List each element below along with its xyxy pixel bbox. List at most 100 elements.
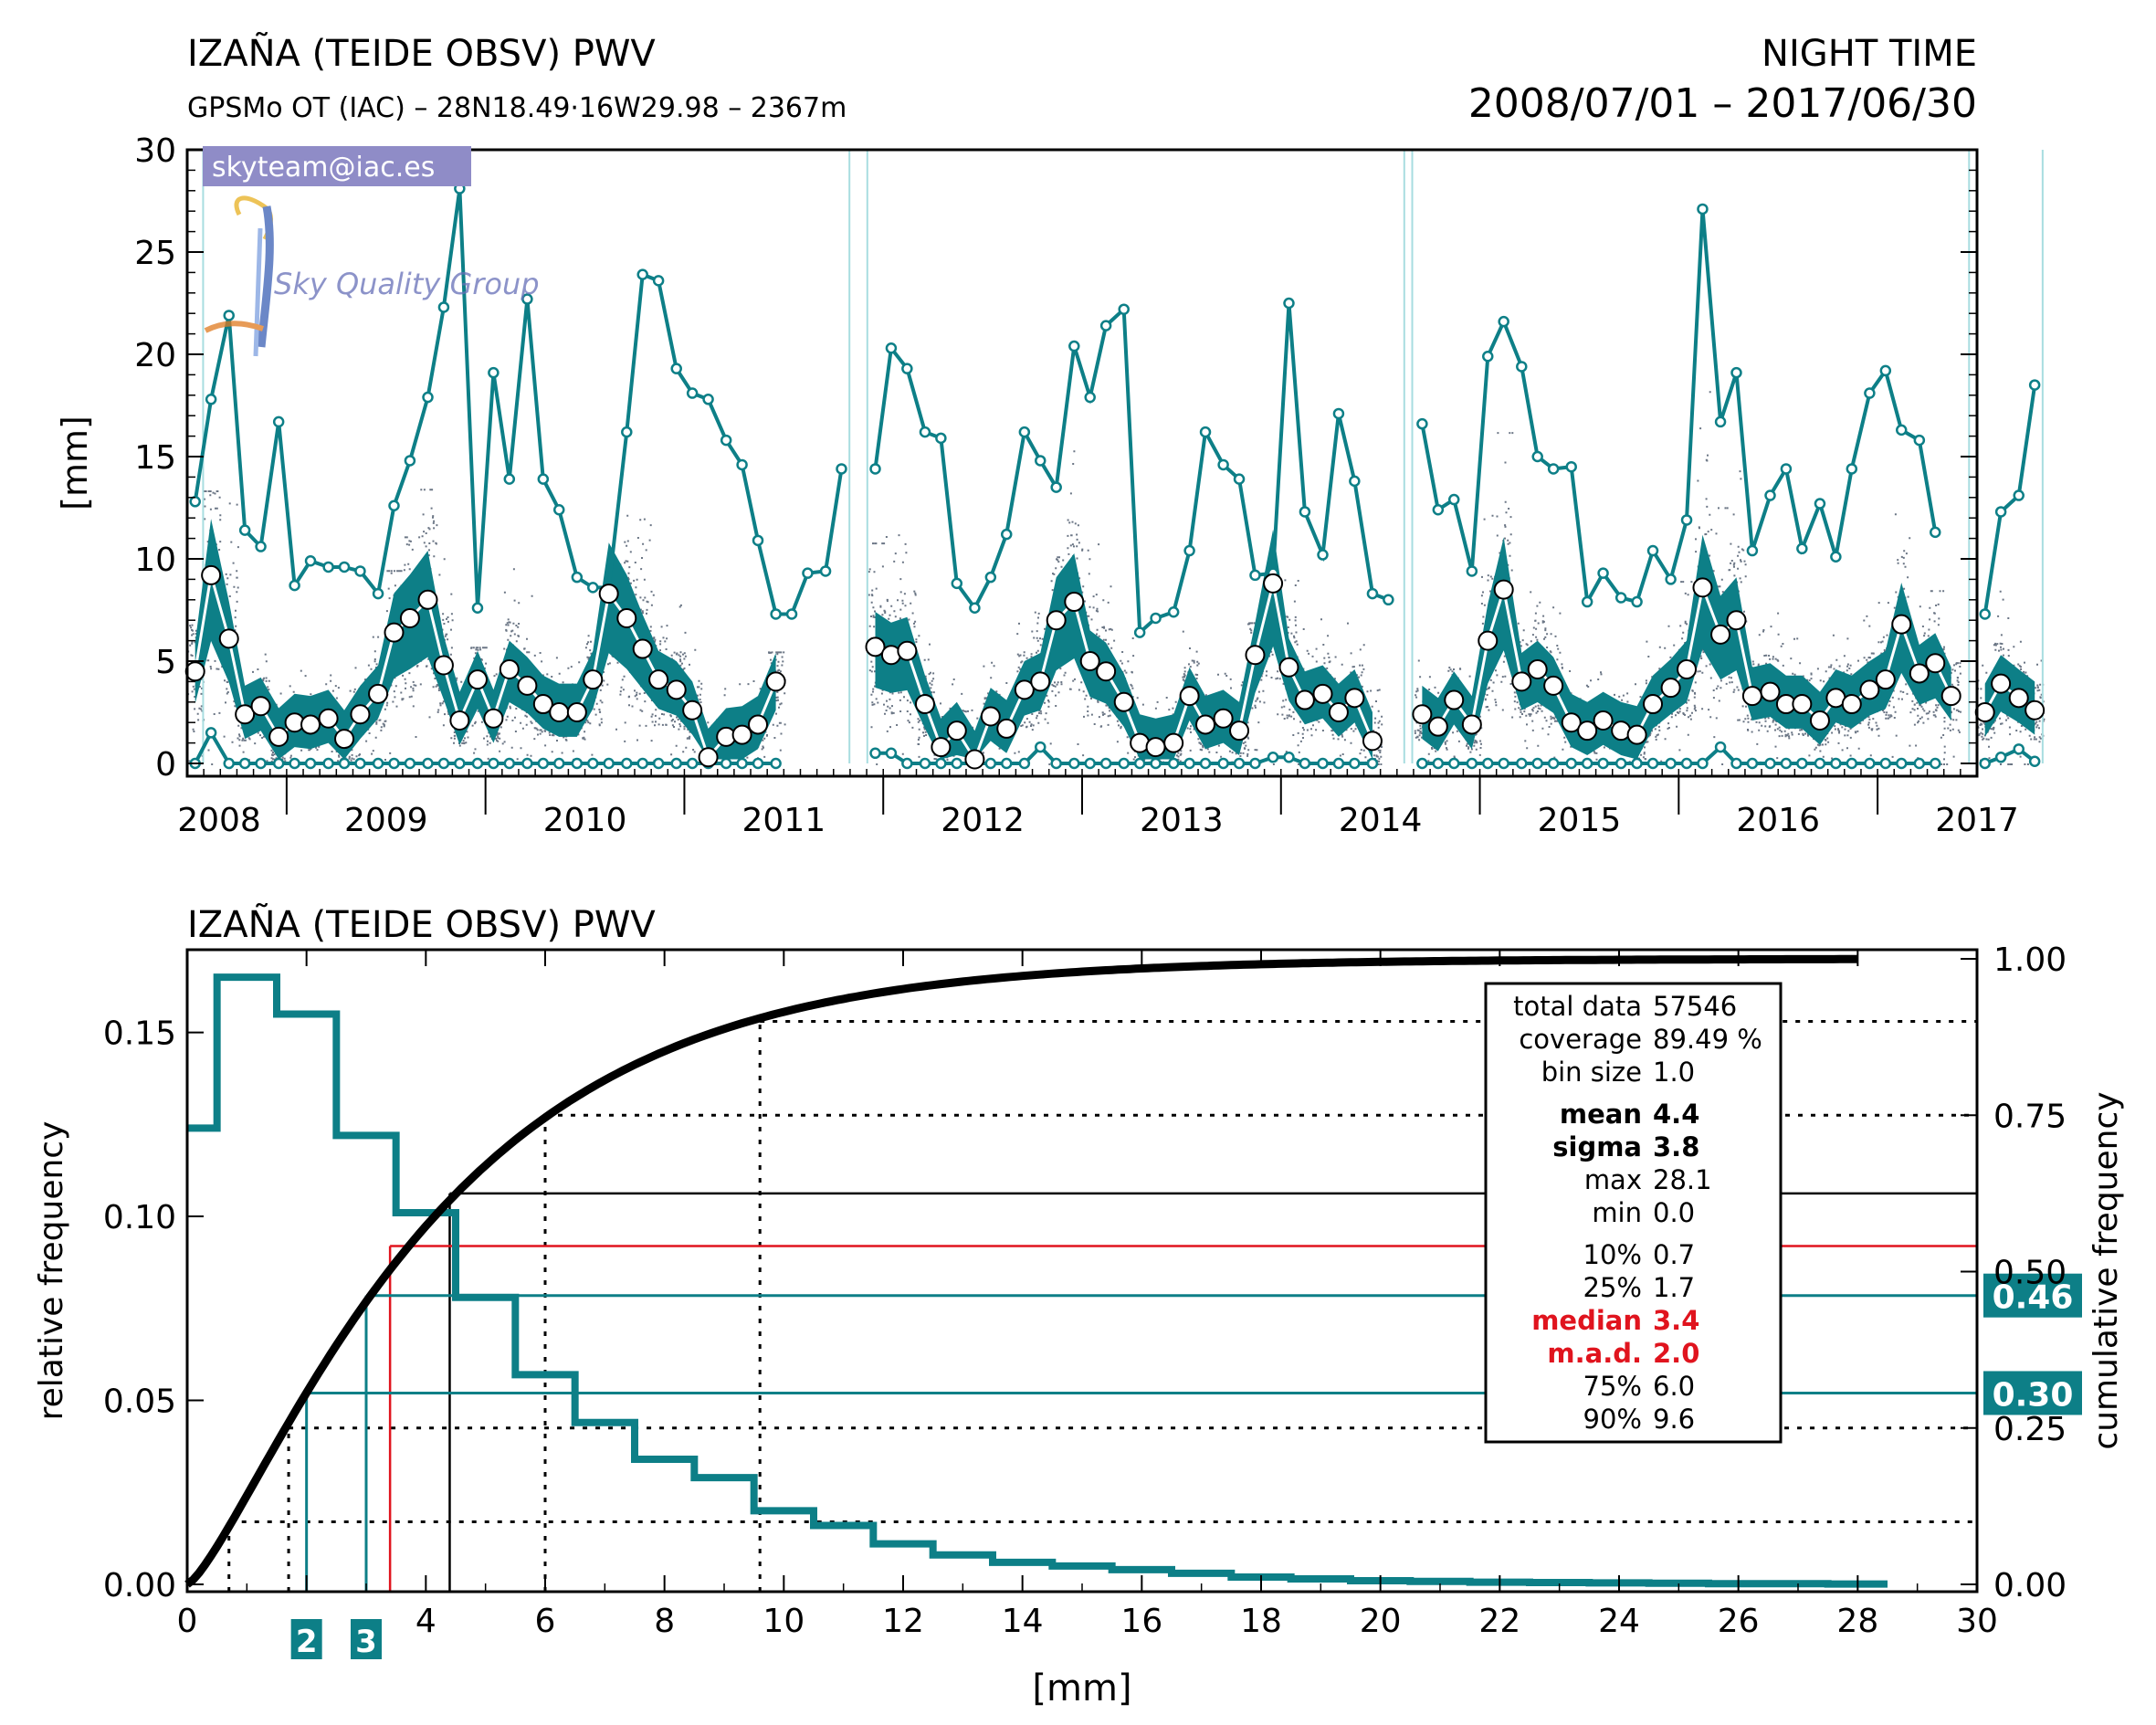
monthly-median-point [1064,592,1085,613]
x-tick-label: 30 [1956,1603,1998,1640]
threshold-value-label: 0.30 [1993,1376,2074,1414]
stat-label: mean [1560,1099,1642,1130]
monthly-minimum-point [1332,757,1345,770]
monthly-median-point [946,721,967,742]
monthly-median-point [250,696,271,717]
year-label: 2010 [543,802,627,839]
monthly-minimum-point [1482,757,1494,770]
monthly-median-point [218,628,239,649]
y-tick-label: 30 [134,132,176,170]
monthly-median-point [1145,737,1166,758]
monthly-maximum-point [1913,434,1926,447]
year-label: 2012 [941,802,1025,839]
monthly-minimum-point [304,757,317,770]
monthly-minimum-point [885,747,898,760]
monthly-minimum-point [587,757,599,770]
year-label: 2013 [1140,802,1224,839]
monthly-median-point [1229,721,1250,742]
threshold-badge [351,1619,382,1659]
monthly-maximum-point [338,561,351,573]
date-range-label: 2008/07/01 – 2017/06/30 [1468,80,1977,127]
monthly-median-point [1362,731,1383,752]
x-tick-label: 12 [882,1603,924,1640]
monthly-median-point [549,702,570,722]
monthly-maximum-point [1482,350,1494,363]
threshold-badge [290,1619,322,1659]
monthly-maximum-point [1516,361,1528,373]
monthly-maximum-point [621,426,633,438]
monthly-median-point [334,729,355,750]
monthly-maximum-point [1547,463,1560,475]
monthly-median-point [499,658,520,679]
monthly-maximum-point [1099,320,1112,331]
monthly-median-point [1792,694,1813,715]
monthly-minimum-point [1416,757,1428,770]
monthly-minimum-point [1864,757,1876,770]
stat-label: 75% [1583,1371,1642,1402]
monthly-maximum-point [885,342,898,354]
monthly-median-point [1213,708,1234,729]
monthly-minimum-point [223,757,235,770]
monthly-median-point [2025,699,2046,721]
monthly-maximum-point [272,415,285,428]
monthly-minimum-point [571,757,584,770]
stat-value: 2.0 [1653,1338,1699,1369]
top-axes: 0 5 10 15 20 25 30 2008 2009 2010 2011 2012 2013 2014… [55,132,2019,839]
monthly-median-point [583,669,604,690]
monthly-maximum-point [636,268,648,280]
monthly-maximum-point [869,463,881,475]
monthly-minimum-point [1466,757,1478,770]
year-label: 2011 [742,802,826,839]
monthly-maximum-point [422,391,434,404]
monthly-minimum-point [686,757,699,770]
monthly-maximum-point [1416,417,1428,430]
monthly-maximum-point [1183,544,1195,557]
monthly-minimum-point [1516,757,1528,770]
monthly-minimum-point [388,757,400,770]
monthly-median-point [632,638,653,659]
y2-tick-label: 1.00 [1993,941,2067,979]
stat-value: 57546 [1653,991,1737,1022]
threshold-badge-label: 2 [296,1624,318,1660]
monthly-median-point [1710,624,1731,645]
y2-axis-label: cumulative frequency [2088,1091,2125,1449]
monthly-median-point [1741,686,1762,707]
monthly-minimum-point [1830,757,1842,770]
monthly-maximum-point [1349,475,1361,488]
monthly-median-point [1692,577,1713,598]
monthly-minimum-point [1283,752,1295,763]
histogram [187,973,1888,1588]
monthly-minimum-point [1531,757,1543,770]
y-axis-label: [mm] [55,415,95,510]
monthly-maximum-point [537,473,550,485]
monthly-minimum-point [454,757,466,770]
x-tick-label: 8 [654,1603,675,1640]
monthly-maximum-point [984,571,997,584]
monthly-median-point [1726,610,1747,631]
monthly-minimum-point [1498,757,1509,770]
monthly-minimum-point [1994,752,2007,763]
monthly-minimum-point [1646,757,1659,770]
monthly-maximum-point [1447,493,1460,506]
monthly-maximum-point [1199,426,1212,438]
monthly-minimum-point [1118,757,1130,770]
monthly-median-point [666,679,687,700]
monthly-minimum-point [322,757,334,770]
monthly-maximum-point [1814,498,1826,510]
monthly-maximum-point [1332,407,1345,420]
stat-value: 1.7 [1653,1272,1695,1303]
monthly-median-point [1312,683,1333,704]
monthly-median-point [368,683,389,704]
monthly-maximum-point [1665,573,1677,585]
monthly-minimum-point [1764,757,1776,770]
threshold-value-badge [1983,1371,2082,1415]
monthly-minimum-point [1730,757,1742,770]
monthly-maximum-point [1614,592,1627,604]
monthly-maximum-point [670,363,682,374]
stat-value: 0.0 [1653,1197,1695,1228]
station-subtitle: GPSMo OT (IAC) – 28N18.49·16W29.98 – 236… [187,92,847,124]
monthly-maximum-point [686,387,699,399]
monthly-minimum-point [621,757,633,770]
